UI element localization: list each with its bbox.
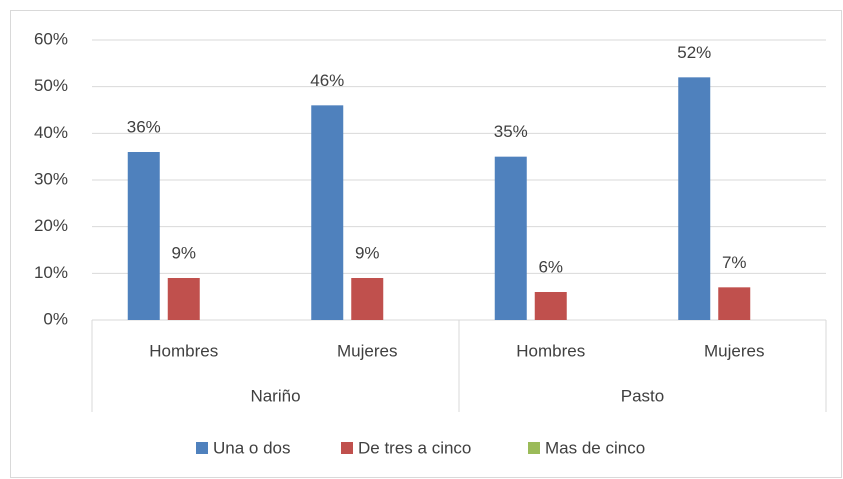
- y-tick-label: 0%: [43, 309, 68, 328]
- y-tick-label: 10%: [34, 263, 68, 282]
- y-tick-label: 20%: [34, 216, 68, 235]
- bar: [494, 156, 527, 320]
- y-tick-label: 30%: [34, 169, 68, 188]
- bar: [534, 292, 567, 320]
- legend-label: De tres a cinco: [358, 438, 471, 457]
- data-label: 52%: [677, 43, 711, 62]
- data-label: 35%: [494, 122, 528, 141]
- bar: [127, 152, 160, 320]
- legend-label: Mas de cinco: [545, 438, 645, 457]
- bar: [167, 278, 200, 320]
- y-tick-label: 50%: [34, 76, 68, 95]
- x-tick-label: Mujeres: [337, 341, 397, 360]
- group-label: Pasto: [621, 386, 664, 405]
- data-label: 46%: [310, 71, 344, 90]
- data-label: 36%: [127, 117, 161, 136]
- bar: [678, 77, 711, 320]
- x-tick-label: Hombres: [149, 341, 218, 360]
- group-label: Nariño: [250, 386, 300, 405]
- y-tick-label: 40%: [34, 123, 68, 142]
- x-tick-label: Mujeres: [704, 341, 764, 360]
- legend-label: Una o dos: [213, 438, 291, 457]
- data-label: 9%: [171, 243, 196, 262]
- bar: [311, 105, 344, 320]
- legend-swatch: [196, 442, 208, 454]
- bar: [351, 278, 384, 320]
- data-label: 6%: [538, 257, 563, 276]
- legend-swatch: [528, 442, 540, 454]
- legend-swatch: [341, 442, 353, 454]
- bar: [718, 287, 751, 320]
- y-tick-label: 60%: [34, 29, 68, 48]
- data-label: 9%: [355, 243, 380, 262]
- data-label: 7%: [722, 253, 747, 272]
- x-tick-label: Hombres: [516, 341, 585, 360]
